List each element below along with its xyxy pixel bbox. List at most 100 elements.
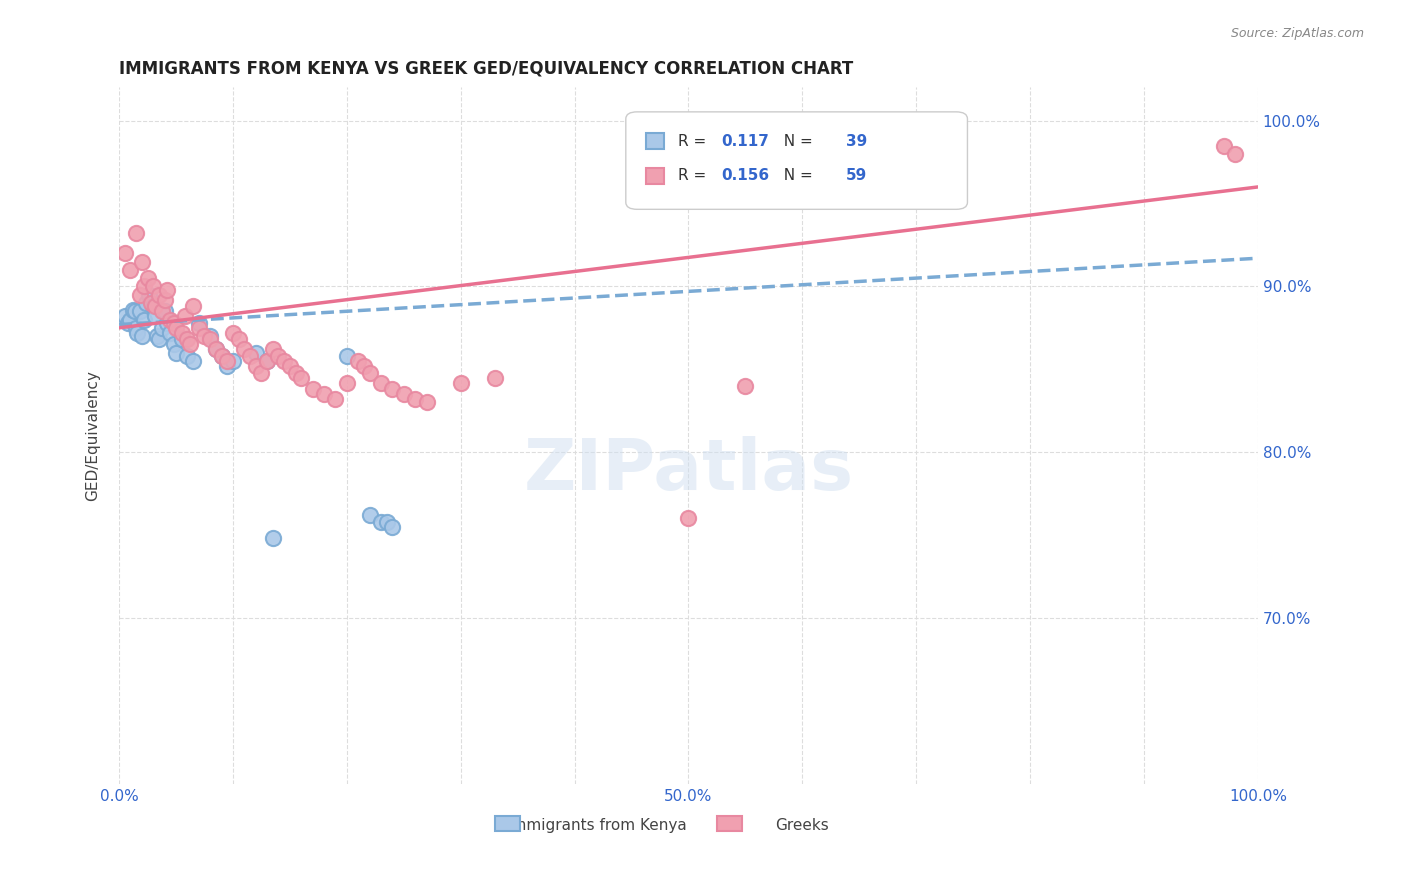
Point xyxy=(170,326,193,340)
Point xyxy=(284,366,307,380)
Point xyxy=(262,343,284,357)
Point xyxy=(211,349,233,363)
Point xyxy=(176,349,198,363)
Point xyxy=(325,392,347,406)
Point xyxy=(159,326,181,340)
Point xyxy=(142,299,165,313)
Point xyxy=(127,326,149,340)
Point xyxy=(120,312,142,326)
Point xyxy=(415,395,437,409)
Point xyxy=(205,343,228,357)
Point xyxy=(156,316,179,330)
Point xyxy=(159,312,181,326)
Point xyxy=(336,349,359,363)
Point xyxy=(145,299,167,313)
Point xyxy=(198,333,221,347)
Point xyxy=(239,349,262,363)
FancyBboxPatch shape xyxy=(647,134,664,149)
Point xyxy=(170,333,193,347)
Point xyxy=(121,302,143,317)
Point xyxy=(301,382,323,396)
Text: Immigrants from Kenya: Immigrants from Kenya xyxy=(508,818,688,833)
Text: ZIPatlas: ZIPatlas xyxy=(523,436,853,505)
Point xyxy=(734,379,756,393)
Point xyxy=(148,333,170,347)
Text: 0.156: 0.156 xyxy=(721,169,769,184)
Text: Source: ZipAtlas.com: Source: ZipAtlas.com xyxy=(1230,27,1364,40)
Point xyxy=(117,316,139,330)
Point xyxy=(174,310,197,324)
Point xyxy=(290,370,312,384)
Point xyxy=(1212,138,1234,153)
FancyBboxPatch shape xyxy=(647,169,664,184)
Point xyxy=(124,304,146,318)
Point xyxy=(187,321,209,335)
Point xyxy=(347,354,370,368)
Point xyxy=(128,287,150,301)
Text: R =: R = xyxy=(678,134,710,149)
Point xyxy=(142,279,165,293)
Point xyxy=(187,316,209,330)
Point xyxy=(193,329,215,343)
Point xyxy=(163,337,186,351)
Point xyxy=(138,287,160,301)
Point xyxy=(136,271,159,285)
Point xyxy=(198,329,221,343)
Point xyxy=(165,345,187,359)
Point xyxy=(359,366,381,380)
Point xyxy=(131,329,153,343)
Point xyxy=(245,345,267,359)
Text: N =: N = xyxy=(775,169,818,184)
Point xyxy=(153,304,176,318)
Text: R =: R = xyxy=(678,169,710,184)
Point xyxy=(228,333,250,347)
Point xyxy=(114,246,136,260)
Point xyxy=(132,312,155,326)
Point xyxy=(120,262,142,277)
Point xyxy=(131,254,153,268)
Point xyxy=(392,387,415,401)
Point xyxy=(148,287,170,301)
Point xyxy=(312,387,335,401)
Point xyxy=(132,279,155,293)
Point xyxy=(145,329,167,343)
Point xyxy=(181,354,204,368)
Text: IMMIGRANTS FROM KENYA VS GREEK GED/EQUIVALENCY CORRELATION CHART: IMMIGRANTS FROM KENYA VS GREEK GED/EQUIV… xyxy=(120,60,853,78)
Point xyxy=(678,511,700,525)
Point xyxy=(179,337,201,351)
Point xyxy=(375,515,398,529)
Point xyxy=(370,515,392,529)
Text: N =: N = xyxy=(775,134,818,149)
Point xyxy=(256,354,278,368)
FancyBboxPatch shape xyxy=(495,815,520,831)
Point xyxy=(273,354,295,368)
Point xyxy=(150,321,173,335)
Point xyxy=(114,310,136,324)
Point xyxy=(150,304,173,318)
Point xyxy=(450,376,472,390)
Point xyxy=(1223,146,1246,161)
Point xyxy=(353,359,375,373)
Point xyxy=(381,520,404,534)
Point xyxy=(153,293,176,307)
Point xyxy=(256,354,278,368)
Point xyxy=(165,321,187,335)
Point xyxy=(404,392,426,406)
Point xyxy=(176,333,198,347)
Point xyxy=(262,532,284,546)
Point xyxy=(381,382,404,396)
Point xyxy=(222,354,245,368)
Y-axis label: GED/Equivalency: GED/Equivalency xyxy=(86,370,100,501)
FancyBboxPatch shape xyxy=(717,815,742,831)
Point xyxy=(484,370,506,384)
Point xyxy=(135,296,157,310)
Point xyxy=(125,227,148,241)
Text: 0.117: 0.117 xyxy=(721,134,769,149)
Point xyxy=(217,354,239,368)
Text: 39: 39 xyxy=(846,134,868,149)
FancyBboxPatch shape xyxy=(626,112,967,210)
Point xyxy=(278,359,301,373)
Point xyxy=(217,359,239,373)
Point xyxy=(128,304,150,318)
Text: Greeks: Greeks xyxy=(776,818,830,833)
